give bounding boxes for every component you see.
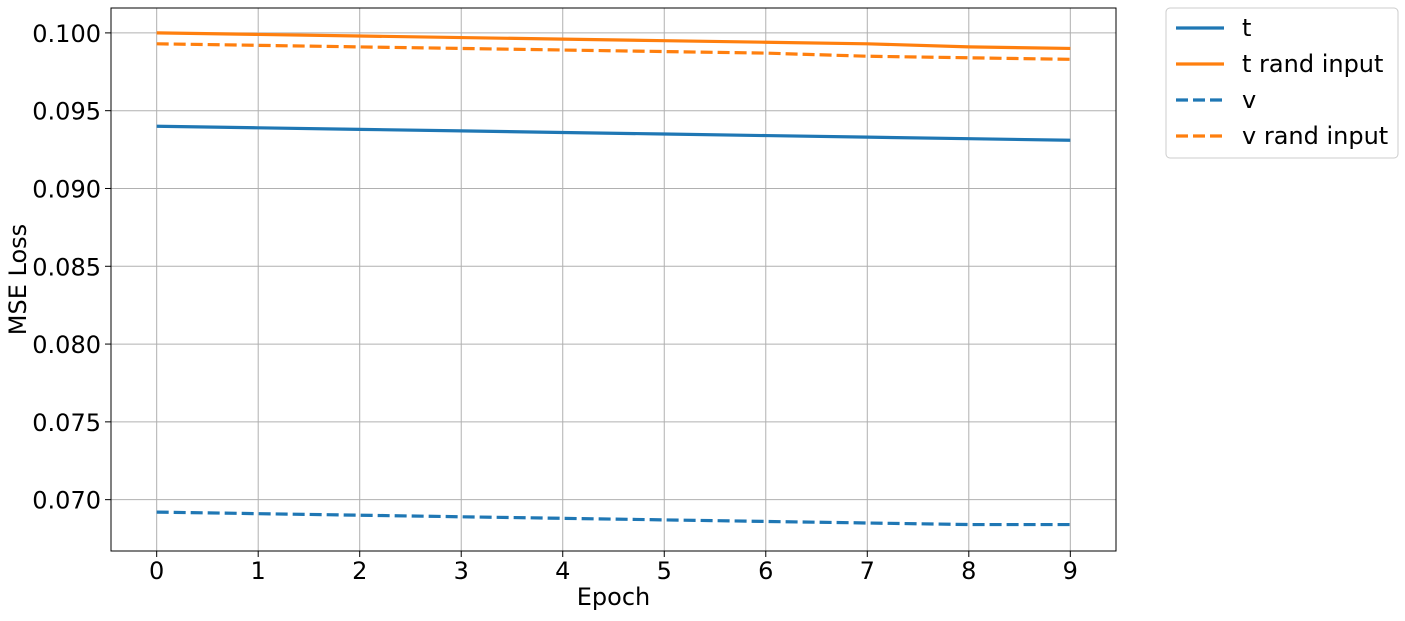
y-tick-label: 0.085 [32,253,101,281]
x-tick-label: 8 [961,557,976,585]
y-axis-ticks: 0.070 0.075 0.080 0.085 0.090 0.095 0.100 [32,20,111,515]
x-tick-label: 4 [555,557,570,585]
legend-item: t rand input [1176,50,1383,78]
x-tick-label: 9 [1063,557,1078,585]
x-tick-label: 1 [251,557,266,585]
legend: t t rand input v v rand input [1165,7,1399,159]
legend-items: t t rand input v v rand input [1176,14,1388,150]
x-tick-label: 5 [657,557,672,585]
legend-item: t [1176,14,1251,42]
series-line-v [156,510,1071,527]
legend-label: t rand input [1242,50,1383,78]
x-axis-label: Epoch [577,583,651,611]
x-tick-label: 2 [352,557,367,585]
y-axis-label: MSE Loss [4,224,32,335]
x-tick-label: 0 [149,557,164,585]
legend-item: v rand input [1176,122,1388,150]
legend-item: v [1176,86,1256,114]
y-tick-label: 0.090 [32,175,101,203]
x-tick-label: 7 [860,557,875,585]
x-tick-label: 6 [758,557,773,585]
y-tick-label: 0.075 [32,409,101,437]
plot-frame [110,7,1117,552]
x-tick-label: 3 [454,557,469,585]
series-line-t-rand-input [156,31,1071,51]
legend-label: v rand input [1242,122,1388,150]
y-tick-label: 0.095 [32,98,101,126]
y-tick-label: 0.080 [32,331,101,359]
legend-label: t [1242,14,1251,42]
legend-label: v [1242,86,1256,114]
y-tick-label: 0.100 [32,20,101,48]
series-line-t [156,124,1071,142]
series-lines [156,31,1071,527]
x-axis-ticks: 0 1 2 3 4 5 6 7 8 9 [149,551,1078,585]
legend-frame [1165,7,1399,159]
y-tick-label: 0.070 [32,487,101,515]
grid [111,8,1116,551]
